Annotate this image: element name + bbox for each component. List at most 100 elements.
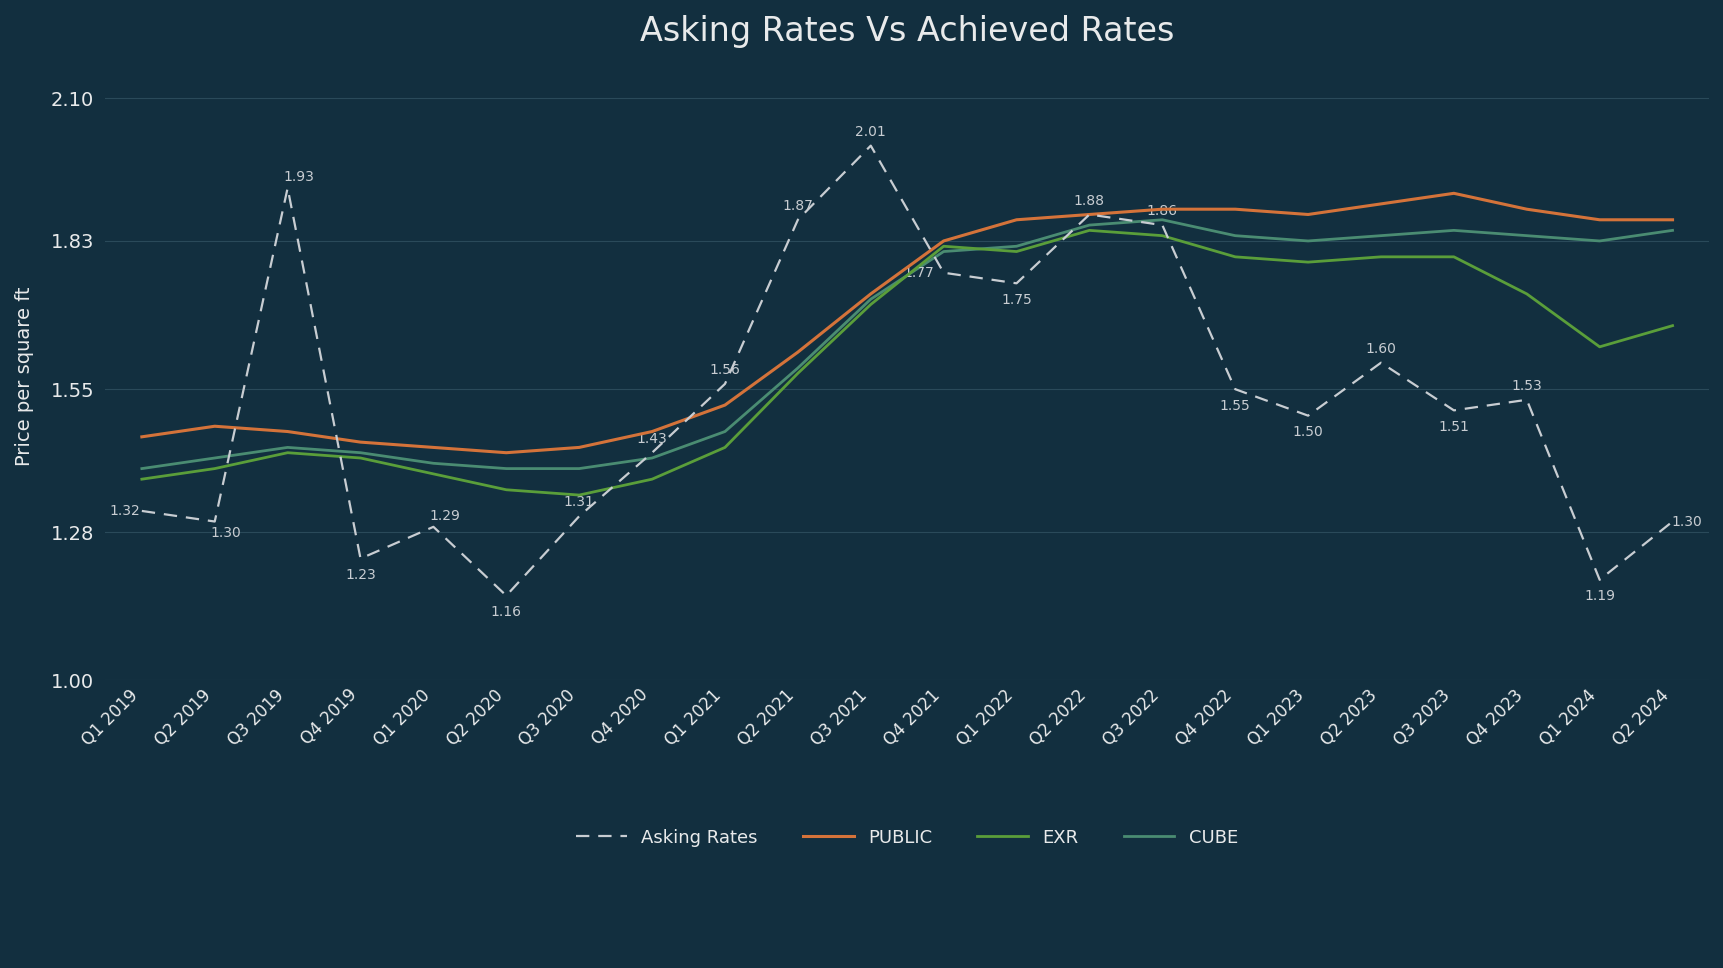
Text: 1.75: 1.75 xyxy=(1001,293,1032,307)
CUBE xyxy=(496,463,517,474)
Text: 1.50: 1.50 xyxy=(1292,425,1323,439)
CUBE xyxy=(1297,235,1318,247)
Text: 1.86: 1.86 xyxy=(1146,204,1177,218)
Text: 1.88: 1.88 xyxy=(1073,194,1104,207)
PUBLIC xyxy=(787,347,808,358)
CUBE xyxy=(1370,229,1390,241)
CUBE xyxy=(277,441,298,453)
PUBLIC xyxy=(1223,203,1244,215)
CUBE xyxy=(1516,229,1537,241)
EXR xyxy=(787,368,808,379)
Y-axis label: Price per square ft: Price per square ft xyxy=(16,287,34,466)
Asking Rates xyxy=(1661,516,1682,528)
CUBE xyxy=(932,246,953,257)
PUBLIC xyxy=(1370,198,1390,210)
EXR xyxy=(1516,288,1537,300)
Legend: Asking Rates, PUBLIC, EXR, CUBE: Asking Rates, PUBLIC, EXR, CUBE xyxy=(569,821,1244,854)
Asking Rates xyxy=(569,510,589,522)
Asking Rates xyxy=(641,447,662,459)
Text: 1.55: 1.55 xyxy=(1220,399,1249,412)
Asking Rates xyxy=(1589,574,1609,586)
Text: 1.43: 1.43 xyxy=(636,432,667,446)
Line: Asking Rates: Asking Rates xyxy=(141,145,1671,595)
EXR xyxy=(860,299,880,311)
CUBE xyxy=(860,293,880,305)
PUBLIC xyxy=(641,426,662,438)
PUBLIC xyxy=(496,447,517,459)
Asking Rates xyxy=(860,139,880,151)
EXR xyxy=(932,240,953,252)
Asking Rates xyxy=(1442,405,1463,416)
PUBLIC xyxy=(1589,214,1609,226)
EXR xyxy=(350,452,370,464)
Text: 1.31: 1.31 xyxy=(563,496,594,509)
CUBE xyxy=(1151,214,1172,226)
EXR xyxy=(1223,251,1244,262)
EXR xyxy=(422,469,443,480)
PUBLIC xyxy=(1442,188,1463,199)
CUBE xyxy=(1223,229,1244,241)
PUBLIC xyxy=(569,441,589,453)
Text: 1.51: 1.51 xyxy=(1437,420,1468,434)
EXR xyxy=(1589,341,1609,352)
Text: 1.30: 1.30 xyxy=(210,526,241,539)
PUBLIC xyxy=(277,426,298,438)
Asking Rates xyxy=(350,553,370,564)
CUBE xyxy=(350,447,370,459)
Asking Rates xyxy=(1297,409,1318,421)
EXR xyxy=(641,473,662,485)
Text: 2.01: 2.01 xyxy=(855,125,886,138)
CUBE xyxy=(1442,225,1463,236)
EXR xyxy=(1079,225,1099,236)
PUBLIC xyxy=(350,437,370,448)
EXR xyxy=(1661,319,1682,331)
EXR xyxy=(1442,251,1463,262)
Asking Rates xyxy=(205,516,226,528)
Asking Rates xyxy=(787,214,808,226)
Text: 1.29: 1.29 xyxy=(429,509,460,523)
PUBLIC xyxy=(1661,214,1682,226)
PUBLIC xyxy=(932,235,953,247)
CUBE xyxy=(131,463,152,474)
EXR xyxy=(1297,257,1318,268)
EXR xyxy=(1006,246,1027,257)
Text: 1.93: 1.93 xyxy=(283,170,314,184)
Asking Rates xyxy=(715,378,736,390)
PUBLIC xyxy=(1006,214,1027,226)
Text: 1.60: 1.60 xyxy=(1365,342,1396,356)
PUBLIC xyxy=(860,288,880,300)
Line: PUBLIC: PUBLIC xyxy=(141,194,1671,453)
Text: 1.16: 1.16 xyxy=(491,605,522,620)
Title: Asking Rates Vs Achieved Rates: Asking Rates Vs Achieved Rates xyxy=(639,15,1173,48)
PUBLIC xyxy=(422,441,443,453)
PUBLIC xyxy=(1079,209,1099,221)
Asking Rates xyxy=(1370,357,1390,369)
Asking Rates xyxy=(277,182,298,194)
Text: 1.87: 1.87 xyxy=(782,198,813,213)
Asking Rates xyxy=(131,505,152,517)
Asking Rates xyxy=(422,521,443,532)
PUBLIC xyxy=(1516,203,1537,215)
Text: 1.30: 1.30 xyxy=(1670,515,1701,529)
CUBE xyxy=(1079,220,1099,231)
Asking Rates xyxy=(1006,278,1027,289)
Asking Rates xyxy=(1079,209,1099,221)
CUBE xyxy=(1589,235,1609,247)
Text: 1.23: 1.23 xyxy=(345,568,376,582)
CUBE xyxy=(1661,225,1682,236)
CUBE xyxy=(205,452,226,464)
CUBE xyxy=(787,362,808,374)
Asking Rates xyxy=(1223,383,1244,395)
Text: 1.53: 1.53 xyxy=(1511,378,1542,393)
CUBE xyxy=(1006,240,1027,252)
Text: 1.19: 1.19 xyxy=(1583,590,1614,603)
EXR xyxy=(715,441,736,453)
CUBE xyxy=(715,426,736,438)
Line: EXR: EXR xyxy=(141,230,1671,495)
PUBLIC xyxy=(1297,209,1318,221)
EXR xyxy=(569,489,589,500)
Asking Rates xyxy=(1151,220,1172,231)
EXR xyxy=(131,473,152,485)
Text: 1.77: 1.77 xyxy=(903,266,934,280)
PUBLIC xyxy=(205,420,226,432)
